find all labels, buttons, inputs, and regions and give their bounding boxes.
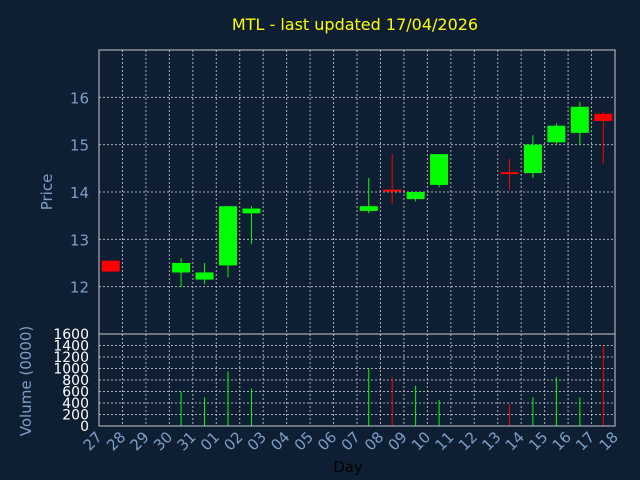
candle-body — [172, 263, 191, 273]
volume-axis-label: Volume (0000) — [17, 326, 35, 436]
volume-tick-label: 600 — [62, 385, 89, 401]
price-tick-label: 15 — [70, 137, 89, 155]
volume-panel-frame — [98, 333, 616, 427]
price-tick-label: 14 — [70, 184, 89, 202]
price-y-ticks: 12 13 14 15 16 — [70, 89, 89, 296]
volume-tick-label: 1600 — [53, 327, 89, 343]
volume-grid — [99, 334, 615, 426]
candle-body — [523, 144, 542, 174]
candle-body — [594, 113, 613, 121]
volume-tick-label: 0 — [80, 419, 89, 435]
x-axis-label: Day — [333, 458, 363, 476]
candle-body — [430, 154, 449, 185]
price-tick-label: 13 — [70, 231, 89, 249]
candle-body — [242, 208, 261, 214]
x-ticks: 2728293031010203040506070809101112131415… — [80, 428, 622, 454]
candle-body — [383, 189, 402, 192]
candle-body — [195, 272, 214, 280]
volume-tick-label: 1400 — [53, 339, 89, 355]
candle-body — [500, 172, 519, 175]
volume-tick-label: 1000 — [53, 362, 89, 378]
candle-body — [101, 260, 120, 272]
volume-bars — [180, 345, 604, 426]
candle-body — [219, 206, 237, 266]
volume-tick-label: 400 — [62, 396, 89, 412]
price-tick-label: 12 — [70, 279, 89, 297]
price-tick-label: 16 — [70, 89, 89, 107]
candle-body — [547, 125, 566, 143]
candle-body — [359, 206, 378, 211]
price-axis-label: Price — [38, 174, 56, 211]
chart-title: MTL - last updated 17/04/2026 — [232, 15, 478, 34]
candle-body — [570, 106, 589, 133]
volume-tick-label: 800 — [62, 373, 89, 389]
candle-body — [406, 192, 425, 200]
price-grid — [99, 50, 615, 334]
volume-tick-label: 1200 — [53, 350, 89, 366]
price-candles — [101, 102, 613, 287]
volume-tick-label: 200 — [62, 408, 89, 424]
